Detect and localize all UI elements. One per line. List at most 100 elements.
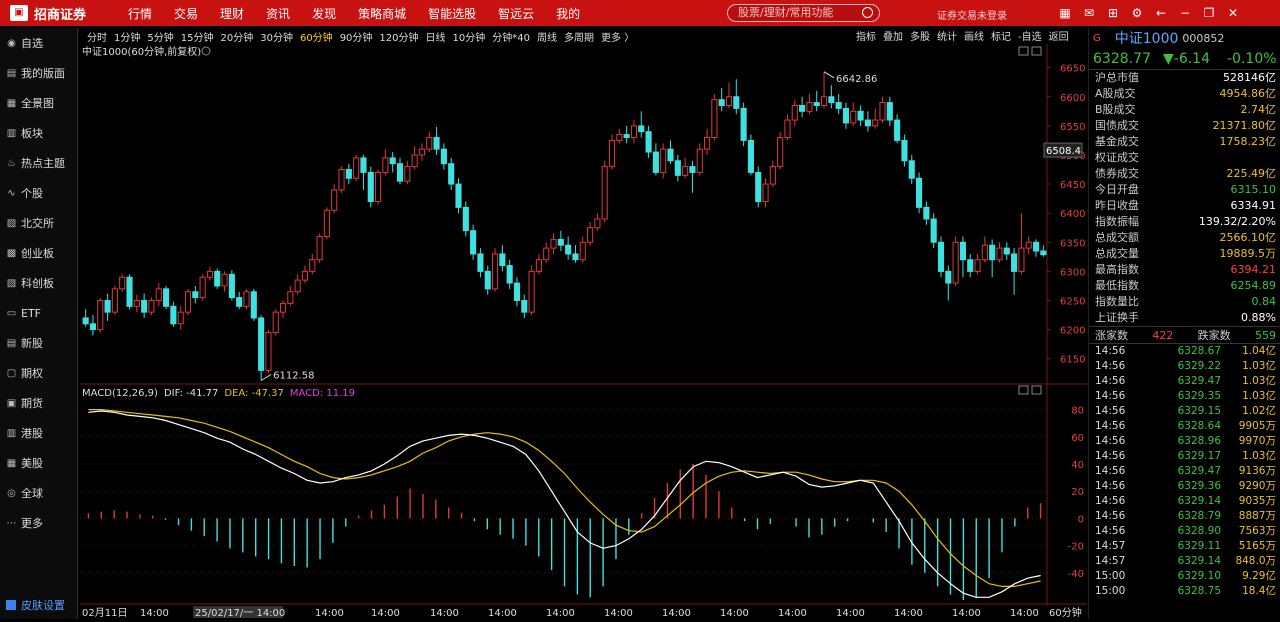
- candle[interactable]: [937, 236, 945, 278]
- sidebar-item-6[interactable]: ▨ 北交所: [0, 208, 77, 238]
- candle[interactable]: [638, 111, 645, 138]
- menu-item-2[interactable]: 理财: [220, 6, 245, 21]
- candle[interactable]: [184, 288, 192, 316]
- candle[interactable]: [565, 236, 572, 260]
- candle[interactable]: [119, 274, 126, 292]
- candle[interactable]: [850, 102, 857, 126]
- candle[interactable]: [996, 242, 1003, 263]
- mail-icon[interactable]: ✉: [1083, 6, 1095, 20]
- candle[interactable]: [981, 236, 988, 263]
- period-tab-9[interactable]: 日线: [425, 32, 446, 44]
- back-icon[interactable]: ←: [1155, 6, 1167, 20]
- chart-area[interactable]: 6650660065506500645064006350630062506200…: [80, 44, 1087, 619]
- macd-settings-icon[interactable]: [1031, 385, 1042, 395]
- sidebar-item-14[interactable]: ▦ 美股: [0, 448, 77, 478]
- period-tab-13[interactable]: 多周期: [563, 32, 594, 44]
- sidebar-item-15[interactable]: ◎ 全球: [0, 478, 77, 508]
- candle[interactable]: [97, 297, 104, 333]
- candle[interactable]: [696, 143, 703, 176]
- menu-item-3[interactable]: 资讯: [266, 6, 291, 21]
- sidebar-item-2[interactable]: ▦ 全景图: [0, 88, 77, 118]
- candle[interactable]: [250, 288, 257, 321]
- candle[interactable]: [301, 265, 309, 284]
- search-input[interactable]: 股票/理财/常用功能: [727, 4, 880, 22]
- candle[interactable]: [214, 268, 221, 289]
- candle[interactable]: [448, 157, 455, 190]
- candle[interactable]: [733, 79, 740, 115]
- candle[interactable]: [799, 96, 806, 118]
- candle[interactable]: [411, 146, 418, 170]
- candle[interactable]: [265, 329, 272, 374]
- calendar-icon[interactable]: ▦: [1059, 6, 1071, 20]
- login-status[interactable]: 证券交易未登录: [937, 11, 1007, 22]
- sidebar-item-3[interactable]: ▥ 板块: [0, 118, 77, 148]
- candle[interactable]: [177, 306, 184, 330]
- candle[interactable]: [703, 128, 711, 155]
- candle[interactable]: [550, 233, 557, 254]
- sidebar-item-5[interactable]: ∿ 个股: [0, 178, 77, 208]
- candle[interactable]: [309, 253, 316, 275]
- candle[interactable]: [557, 230, 564, 252]
- candle[interactable]: [141, 293, 148, 318]
- candle[interactable]: [835, 93, 842, 115]
- candle[interactable]: [864, 111, 871, 132]
- candle[interactable]: [791, 99, 798, 126]
- candle[interactable]: [163, 285, 170, 310]
- sidebar-item-1[interactable]: ▤ 我的版面: [0, 58, 77, 88]
- macd-expand-icon[interactable]: [1018, 385, 1029, 395]
- candle[interactable]: [601, 160, 608, 222]
- close-icon[interactable]: ✕: [1227, 6, 1239, 20]
- period-tab-7[interactable]: 90分钟: [339, 32, 373, 44]
- candle[interactable]: [572, 245, 579, 263]
- candle[interactable]: [236, 291, 243, 310]
- period-tab-6[interactable]: 60分钟: [299, 32, 333, 44]
- candle[interactable]: [725, 82, 733, 109]
- candle[interactable]: [923, 201, 930, 225]
- menu-item-0[interactable]: 行情: [128, 6, 153, 21]
- candle[interactable]: [587, 221, 594, 246]
- candle[interactable]: [491, 248, 499, 292]
- candle[interactable]: [652, 143, 659, 176]
- candle[interactable]: [89, 315, 97, 336]
- candle[interactable]: [740, 102, 747, 147]
- candle[interactable]: [192, 285, 199, 304]
- period-tab-4[interactable]: 20分钟: [220, 32, 254, 44]
- candle[interactable]: [974, 253, 981, 275]
- candle[interactable]: [908, 154, 915, 185]
- candle[interactable]: [170, 301, 177, 327]
- candle[interactable]: [228, 270, 235, 301]
- menu-item-6[interactable]: 智能选股: [428, 6, 477, 21]
- sidebar-item-13[interactable]: ▥ 港股: [0, 418, 77, 448]
- candle[interactable]: [513, 277, 521, 307]
- candle[interactable]: [886, 96, 893, 126]
- menu-item-5[interactable]: 策略商城: [358, 6, 407, 21]
- candle[interactable]: [338, 166, 345, 193]
- period-tab-11[interactable]: 分钟*40: [492, 32, 530, 44]
- search-icon[interactable]: [862, 7, 873, 18]
- candle[interactable]: [404, 160, 411, 185]
- candle[interactable]: [199, 274, 206, 301]
- period-tab-10[interactable]: 10分钟: [452, 32, 486, 44]
- period-tab-3[interactable]: 15分钟: [180, 32, 214, 44]
- candle[interactable]: [945, 265, 952, 301]
- candle[interactable]: [323, 207, 330, 240]
- grid-icon[interactable]: ⊞: [1107, 6, 1119, 20]
- period-tab-1[interactable]: 1分钟: [114, 32, 141, 44]
- candle[interactable]: [360, 154, 367, 190]
- candle[interactable]: [828, 85, 835, 109]
- sidebar-item-12[interactable]: ▣ 期货: [0, 388, 77, 418]
- sidebar-item-9[interactable]: ▭ ETF: [0, 298, 77, 328]
- candle[interactable]: [521, 294, 528, 318]
- candle[interactable]: [762, 178, 769, 208]
- candle[interactable]: [1040, 245, 1047, 257]
- tool-button-6[interactable]: -自选: [1018, 32, 1042, 43]
- period-tab-0[interactable]: 分时: [87, 32, 107, 44]
- candle[interactable]: [272, 309, 279, 336]
- candle[interactable]: [426, 131, 433, 153]
- candle[interactable]: [206, 266, 213, 281]
- candle[interactable]: [294, 274, 301, 295]
- period-tab-14[interactable]: 更多 〉: [600, 32, 635, 44]
- candle[interactable]: [1003, 242, 1010, 260]
- period-tab-2[interactable]: 5分钟: [147, 32, 174, 44]
- candle[interactable]: [660, 143, 667, 179]
